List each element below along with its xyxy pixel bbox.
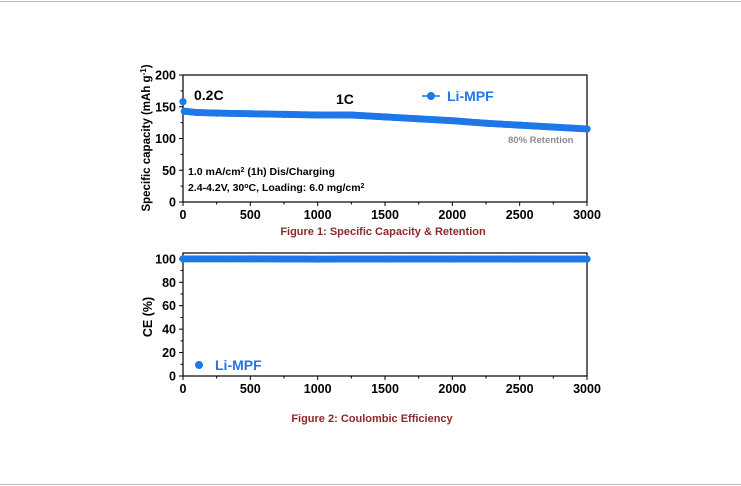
data-point [179,98,187,106]
data-point [347,111,355,119]
data-point [516,255,524,263]
x-tick-label: 3000 [573,208,601,222]
capacity-chart: 0 50 100 150 200 0 500 1000 1500 2000 2500 3000 Sp… [139,64,601,238]
bottom-border-line [0,484,741,485]
data-point [583,255,591,263]
x-tick-label: 3000 [573,382,601,396]
x-tick-label: 500 [240,208,261,222]
x-tick-label: 0 [180,208,187,222]
x-tick-label: 1500 [371,382,399,396]
data-point [213,109,221,117]
test-condition-line-1: 1.0 mA/cm2 (1h) Dis/Charging [188,166,335,178]
data-point [314,111,322,119]
top-border-line [0,1,741,2]
data-point [381,255,389,263]
y-tick-label: 40 [162,323,176,337]
data-point [180,107,188,115]
y-tick-label: 80 [162,276,176,290]
data-point [246,255,254,263]
chart1-y-axis-title: Specific capacity (mAh g-1) [139,64,154,211]
x-tick-label: 1000 [304,382,332,396]
data-point [549,123,557,131]
x-tick-label: 1500 [371,208,399,222]
chart2-y-axis: 0 20 40 60 80 100 [155,252,183,384]
x-tick-label: 2000 [438,208,466,222]
chart2-series-li-mpf [179,255,591,263]
data-point [246,110,254,118]
chart2-x-axis: 0 500 1000 1500 2000 2500 3000 [180,376,601,396]
y-tick-label: 0 [169,370,176,384]
data-point [448,255,456,263]
data-point [448,117,456,125]
figure2-caption: Figure 2: Coulombic Efficiency [291,413,453,425]
y-tick-label: 150 [155,100,176,114]
coulombic-efficiency-chart: 0 20 40 60 80 100 0 500 1000 1500 2000 2500 3000 CE… [141,252,601,425]
y-tick-label: 50 [162,164,176,178]
chart1-y-axis: 0 50 100 150 200 [155,69,183,210]
data-point [179,255,187,263]
chart2-legend-label: Li-MPF [215,357,262,373]
y-tick-label: 20 [162,346,176,360]
rate-label-main: 1C [336,91,354,107]
x-tick-label: 2000 [438,382,466,396]
y-tick-label: 0 [169,196,176,210]
x-tick-label: 500 [240,382,261,396]
chart1-legend-label: Li-MPF [447,88,494,104]
y-tick-label: 200 [155,69,176,83]
x-tick-label: 1000 [304,208,332,222]
y-tick-label: 60 [162,299,176,313]
chart2-legend-marker [195,361,203,369]
data-point [192,108,201,117]
data-point [280,110,288,118]
figure1-caption: Figure 1: Specific Capacity & Retention [280,226,486,238]
chart1-x-axis: 0 500 1000 1500 2000 2500 3000 [180,202,601,222]
y-tick-label: 100 [155,132,176,146]
data-point [482,119,490,127]
chart1-series-li-mpf [179,98,591,133]
x-tick-label: 2500 [506,382,534,396]
data-point [516,121,524,129]
data-point [415,115,423,123]
rate-label-initial: 0.2C [194,87,224,103]
data-point [381,113,389,121]
y-tick-label: 100 [155,252,176,266]
data-point [583,125,591,133]
chart2-y-axis-title: CE (%) [141,297,155,337]
chart2-legend: Li-MPF [195,357,262,373]
chart1-legend-marker [427,92,435,100]
x-tick-label: 2500 [506,208,534,222]
retention-annotation: 80% Retention [508,135,574,146]
test-condition-line-2: 2.4-4.2V, 30oC, Loading: 6.0 mg/cm2 [188,182,365,194]
data-point [314,255,322,263]
chart1-legend: Li-MPF [422,88,494,104]
x-tick-label: 0 [180,382,187,396]
